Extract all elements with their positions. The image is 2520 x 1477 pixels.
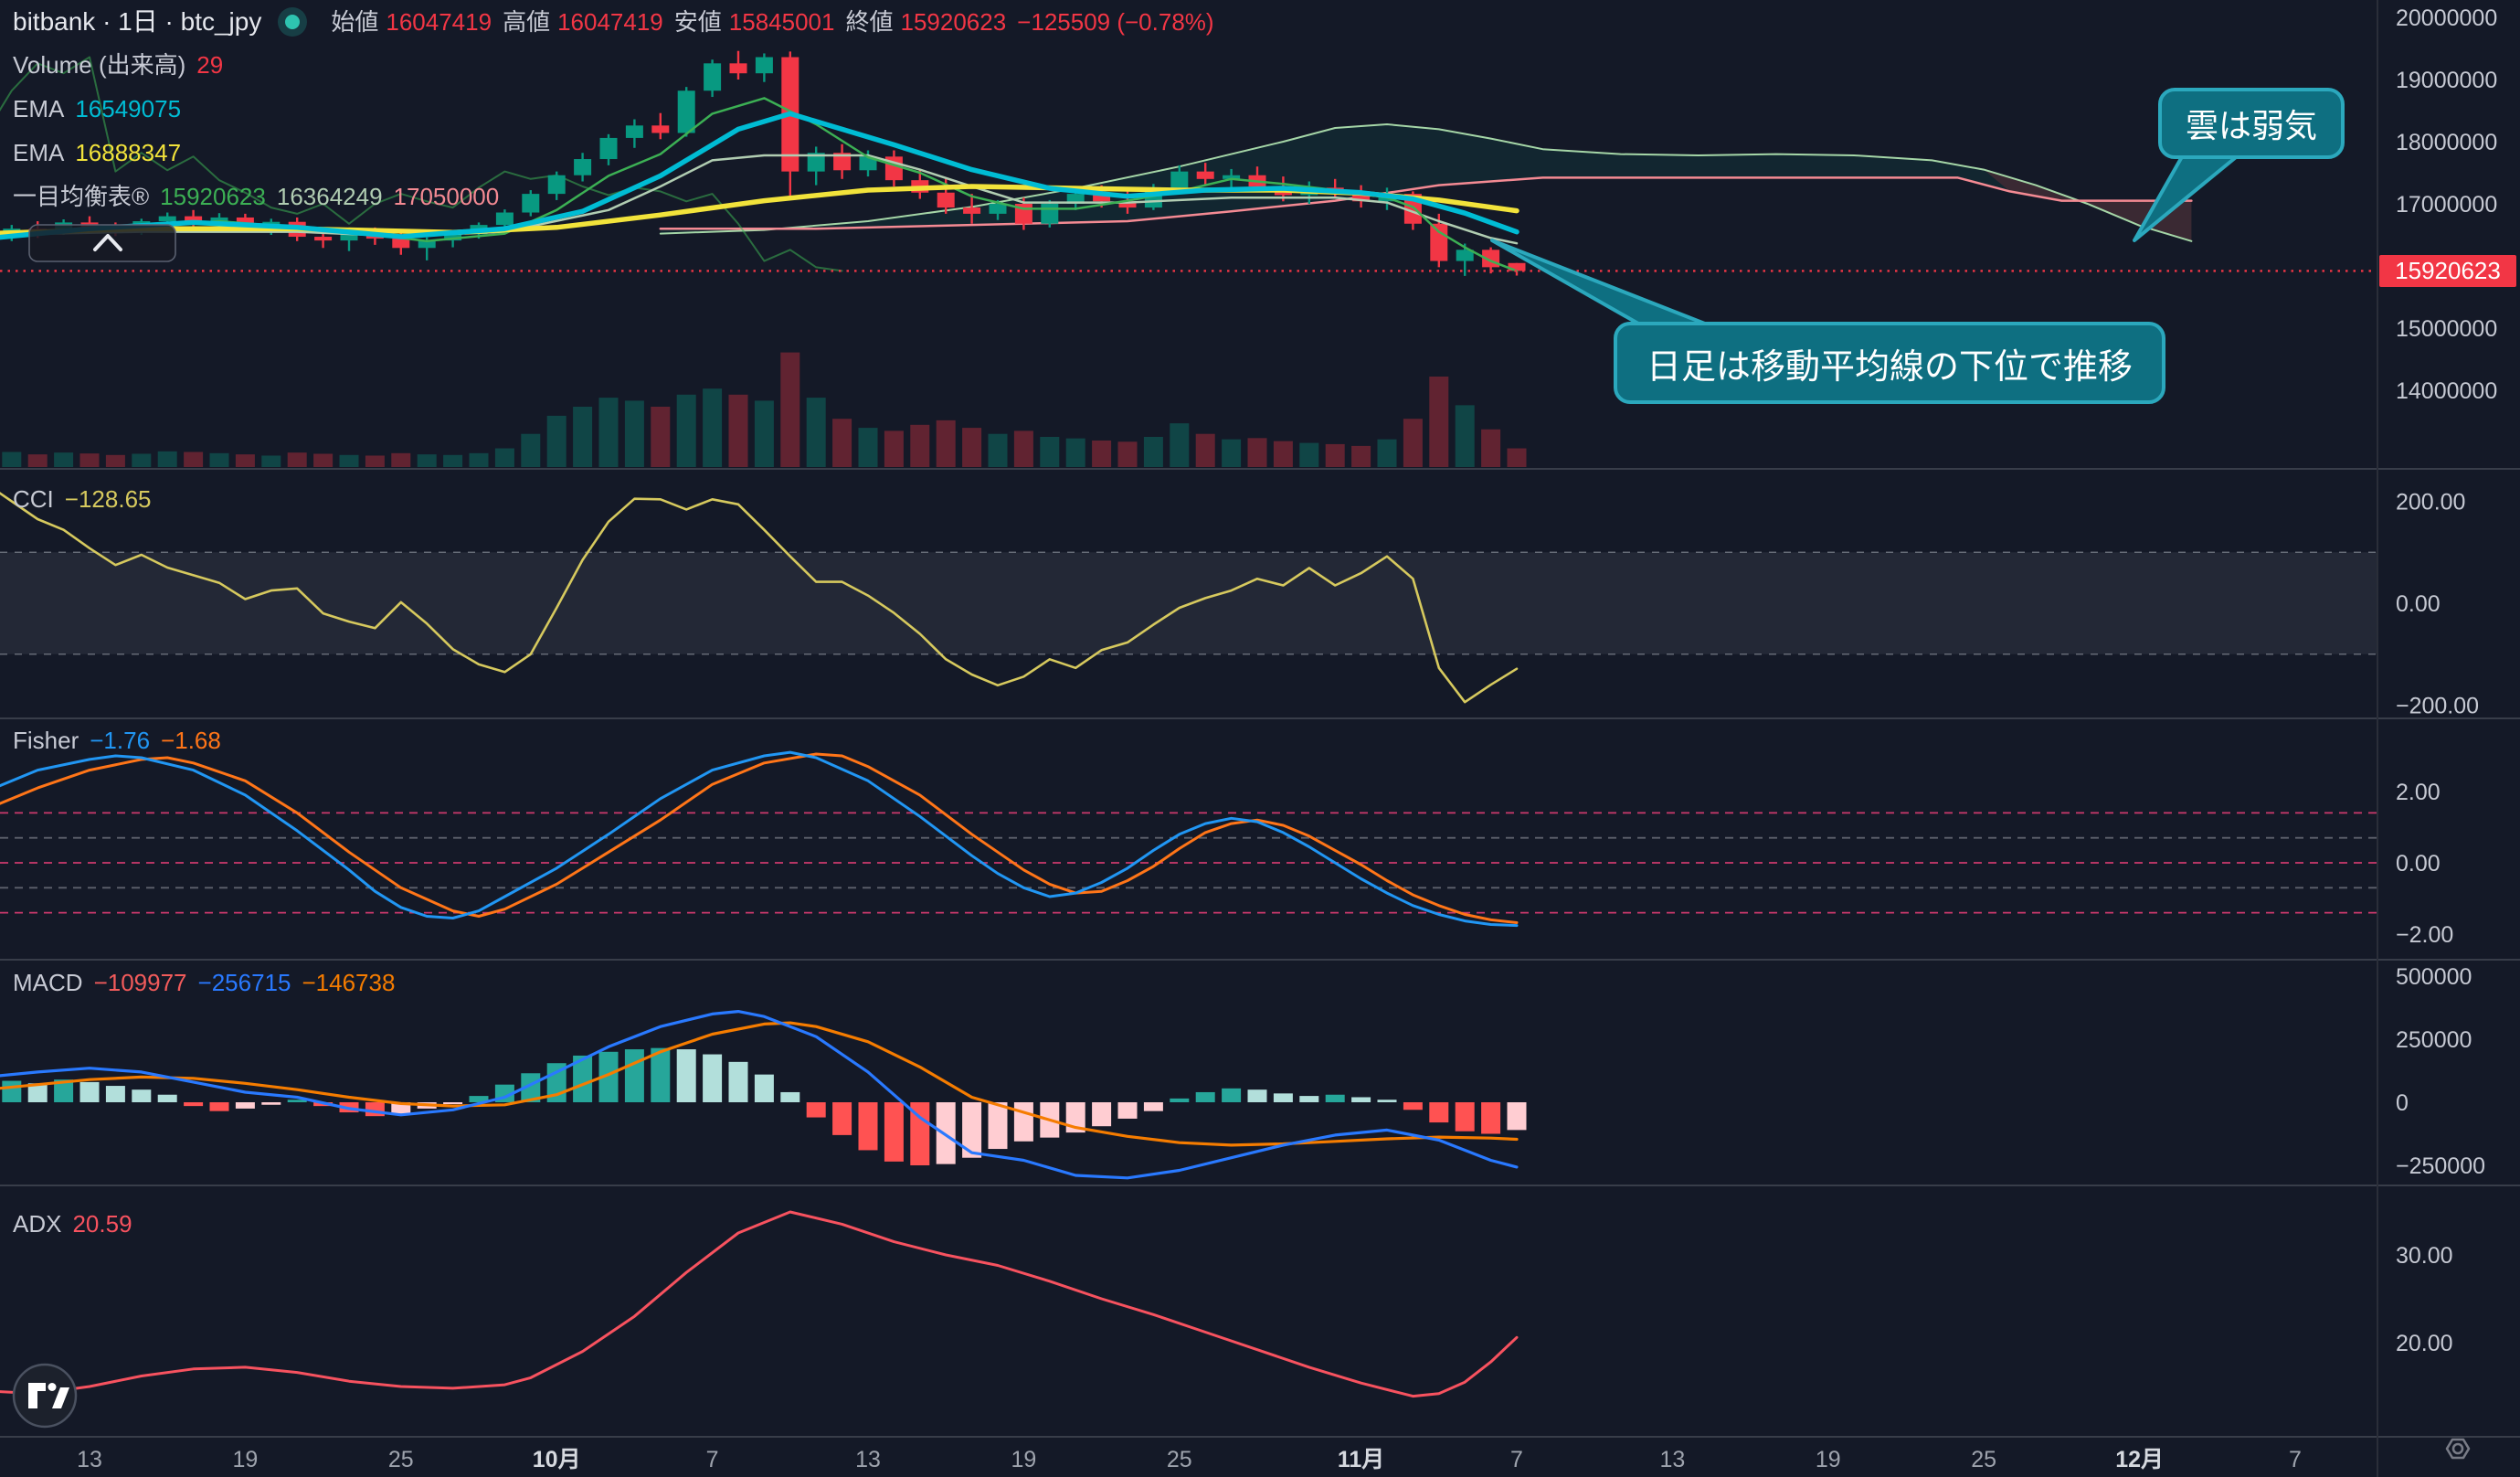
ema-fast-label: EMA — [13, 95, 65, 122]
svg-text:−200.00: −200.00 — [2396, 694, 2479, 719]
fisher-line[interactable] — [0, 750, 1519, 928]
macd-line[interactable] — [0, 1010, 1519, 1180]
svg-text:2.00: 2.00 — [2396, 780, 2441, 805]
svg-text:250000: 250000 — [2396, 1027, 2472, 1053]
fisher-trigger-value: −1.68 — [161, 727, 221, 754]
below-ma-callout-text: 日足は移動平均線の下位で推移 — [1646, 347, 2133, 387]
svg-text:19: 19 — [232, 1447, 258, 1472]
svg-text:7: 7 — [1510, 1447, 1523, 1472]
ema-slow-value: 16888347 — [75, 139, 182, 166]
svg-text:25: 25 — [1971, 1447, 1996, 1472]
svg-text:0: 0 — [2396, 1090, 2409, 1116]
macd-line-value: −256715 — [197, 969, 291, 996]
ichimoku-label: 一目均衡表® — [13, 183, 150, 210]
macd-legend-row[interactable]: MACD −109977 −256715 −146738 — [13, 971, 395, 994]
chikou-line[interactable] — [0, 56, 843, 272]
svg-text:11月: 11月 — [1338, 1447, 1384, 1472]
cci-label: CCI — [13, 485, 54, 513]
ohlc-high: 高値 16047419 — [503, 8, 663, 36]
adx-label: ADX — [13, 1210, 62, 1238]
macd-signal-value: −146738 — [302, 969, 396, 996]
ichimoku-legend-row[interactable]: 一目均衡表® 15920623 16364249 17050000 — [13, 185, 499, 208]
cci-value: −128.65 — [64, 485, 152, 513]
price-axis[interactable]: 20000000 19000000 18000000 17000000 15000000… — [2396, 5, 2497, 404]
volume-series[interactable] — [0, 352, 1527, 467]
ema-fast-line[interactable] — [0, 111, 1519, 240]
fisher-guides — [0, 812, 2377, 914]
adx-legend-row[interactable]: ADX 20.59 — [13, 1212, 132, 1236]
svg-text:18000000: 18000000 — [2396, 130, 2497, 155]
callout-tails — [1490, 152, 2242, 329]
svg-text:20000000: 20000000 — [2396, 5, 2497, 31]
tradingview-logo[interactable] — [12, 1363, 78, 1429]
svg-text:13: 13 — [855, 1447, 881, 1472]
ichimoku-tenkan-value: 15920623 — [160, 183, 266, 210]
ohlc-low: 安値 15845001 — [673, 8, 835, 36]
adx-axis[interactable]: 30.00 20.00 — [2396, 1243, 2453, 1356]
below-ma-callout[interactable]: 日足は移動平均線の下位で推移 — [1614, 322, 2165, 404]
chevron-up-icon — [93, 234, 122, 251]
market-status-icon — [285, 15, 301, 29]
cci-legend-row[interactable]: CCI −128.65 — [13, 487, 152, 511]
ema-fast-legend-row[interactable]: EMA 16549075 — [13, 97, 181, 121]
cci-line[interactable] — [0, 483, 1519, 704]
ichimoku-kijun-value: 16364249 — [276, 183, 383, 210]
macd-label: MACD — [13, 969, 83, 996]
svg-text:500000: 500000 — [2396, 964, 2472, 990]
symbol-legend-row[interactable]: bitbank · 1日 · btc_jpy 始値 16047419 高値 16… — [13, 9, 1214, 35]
cloud-bearish-callout[interactable]: 雲は弱気 — [2158, 88, 2345, 159]
svg-text:25: 25 — [1167, 1447, 1192, 1472]
svg-text:0.00: 0.00 — [2396, 591, 2441, 617]
svg-text:14000000: 14000000 — [2396, 378, 2497, 404]
fisher-value: −1.76 — [90, 727, 151, 754]
svg-text:19000000: 19000000 — [2396, 68, 2497, 93]
macd-axis[interactable]: 500000 250000 0 −250000 — [2396, 964, 2485, 1179]
svg-text:15000000: 15000000 — [2396, 316, 2497, 342]
svg-text:200.00: 200.00 — [2396, 490, 2465, 515]
svg-text:−2.00: −2.00 — [2396, 922, 2453, 948]
price-change: −125509 (−0.78%) — [1017, 8, 1214, 36]
svg-text:30.00: 30.00 — [2396, 1243, 2453, 1269]
ohlc-open: 始値 16047419 — [331, 8, 492, 36]
svg-text:10月: 10月 — [533, 1447, 581, 1472]
svg-text:17000000: 17000000 — [2396, 192, 2497, 218]
svg-text:7: 7 — [706, 1447, 719, 1472]
ema-slow-legend-row[interactable]: EMA 16888347 — [13, 141, 181, 165]
ohlc-close: 終値 15920623 — [845, 8, 1007, 36]
fisher-legend-row[interactable]: Fisher −1.76 −1.68 — [13, 728, 221, 752]
adx-line[interactable] — [0, 1210, 1519, 1398]
cci-axis[interactable]: 200.00 0.00 −200.00 — [2396, 490, 2479, 719]
current-price-label: 15920623 — [2379, 255, 2516, 287]
ema-fast-value: 16549075 — [75, 95, 182, 122]
svg-text:13: 13 — [1659, 1447, 1685, 1472]
svg-text:7: 7 — [2289, 1447, 2302, 1472]
ema-slow-label: EMA — [13, 139, 65, 166]
volume-label: Volume (出来高) — [13, 51, 186, 79]
adx-value: 20.59 — [72, 1210, 132, 1238]
svg-text:13: 13 — [77, 1447, 102, 1472]
fisher-trigger-line[interactable] — [0, 752, 1519, 924]
volume-legend-row[interactable]: Volume (出来高) 29 — [13, 53, 223, 77]
macd-hist-value: −109977 — [93, 969, 187, 996]
fisher-axis[interactable]: 2.00 0.00 −2.00 — [2396, 780, 2453, 948]
svg-text:19: 19 — [1011, 1447, 1036, 1472]
fisher-label: Fisher — [13, 727, 79, 754]
axis-settings-icon[interactable] — [2445, 1438, 2471, 1460]
macd-histogram[interactable] — [0, 1047, 1527, 1165]
svg-text:12月: 12月 — [2115, 1447, 2164, 1472]
svg-text:19: 19 — [1816, 1447, 1841, 1472]
symbol-title: bitbank · 1日 · btc_jpy — [13, 7, 262, 36]
time-axis[interactable]: 13 19 25 10月 7 13 19 25 11月 7 13 19 25 12月 7 — [77, 1447, 2302, 1472]
ichimoku-senkoub-value: 17050000 — [393, 183, 500, 210]
svg-text:20.00: 20.00 — [2396, 1331, 2453, 1356]
volume-value: 29 — [196, 51, 224, 79]
cloud-bearish-callout-text: 雲は弱気 — [2185, 107, 2317, 144]
svg-text:0.00: 0.00 — [2396, 851, 2441, 877]
svg-text:−250000: −250000 — [2396, 1153, 2485, 1179]
macd-signal-line[interactable] — [0, 1021, 1519, 1147]
svg-text:25: 25 — [388, 1447, 414, 1472]
